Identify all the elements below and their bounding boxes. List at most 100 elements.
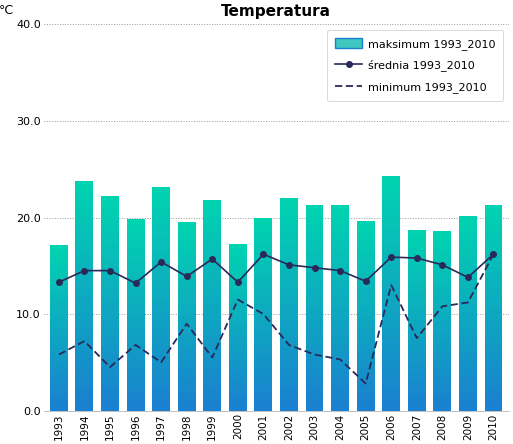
Bar <box>127 401 145 406</box>
Bar <box>203 263 221 269</box>
Bar <box>101 330 119 336</box>
Bar <box>357 278 374 283</box>
Bar <box>331 205 349 210</box>
Bar <box>433 379 451 384</box>
Bar <box>254 295 272 300</box>
Bar <box>485 220 502 226</box>
Bar <box>280 331 298 336</box>
Bar <box>485 375 502 380</box>
Bar <box>101 202 119 207</box>
Bar <box>485 251 502 256</box>
Bar <box>382 246 400 252</box>
Bar <box>127 219 145 224</box>
Bar <box>178 331 195 335</box>
Bar <box>433 267 451 271</box>
Bar <box>127 329 145 334</box>
Bar <box>203 379 221 384</box>
Bar <box>127 267 145 272</box>
Bar <box>357 330 374 335</box>
Bar <box>254 261 272 266</box>
Bar <box>485 364 502 369</box>
Bar <box>50 311 68 315</box>
Bar <box>101 228 119 234</box>
Bar <box>178 265 195 270</box>
Bar <box>101 223 119 228</box>
Bar <box>203 247 221 253</box>
Bar <box>203 348 221 353</box>
Bar <box>433 401 451 406</box>
Bar <box>280 241 298 246</box>
Bar <box>101 261 119 266</box>
Bar <box>485 359 502 364</box>
Bar <box>127 353 145 358</box>
Bar <box>50 328 68 332</box>
Bar <box>229 306 247 310</box>
Bar <box>382 364 400 369</box>
Bar <box>101 271 119 277</box>
Bar <box>382 281 400 287</box>
Bar <box>254 246 272 251</box>
Bar <box>127 406 145 411</box>
Bar <box>75 359 93 365</box>
Bar <box>50 261 68 266</box>
Bar <box>459 245 477 250</box>
Bar <box>254 353 272 357</box>
Bar <box>229 373 247 377</box>
Bar <box>127 243 145 248</box>
Bar <box>331 349 349 354</box>
Bar <box>459 323 477 328</box>
Bar <box>306 256 324 262</box>
Bar <box>75 227 93 233</box>
Bar <box>433 231 451 235</box>
Bar <box>331 231 349 236</box>
Bar <box>203 311 221 316</box>
Bar <box>178 340 195 345</box>
Bar <box>50 270 68 274</box>
Bar <box>408 280 426 284</box>
Bar <box>229 273 247 277</box>
Bar <box>433 370 451 375</box>
Bar <box>127 248 145 253</box>
Bar <box>101 234 119 239</box>
Bar <box>280 320 298 325</box>
Bar <box>280 395 298 400</box>
Bar <box>459 337 477 342</box>
Bar <box>75 393 93 399</box>
Bar <box>127 286 145 291</box>
Bar <box>382 317 400 323</box>
Bar <box>331 262 349 267</box>
Bar <box>357 245 374 250</box>
Bar <box>203 374 221 379</box>
Bar <box>229 310 247 314</box>
Bar <box>408 357 426 361</box>
Bar <box>280 273 298 278</box>
Bar <box>382 211 400 217</box>
Bar <box>229 385 247 390</box>
Bar <box>331 256 349 262</box>
Bar <box>408 293 426 298</box>
Bar <box>433 262 451 267</box>
Bar <box>75 284 93 290</box>
Bar <box>229 256 247 260</box>
Bar <box>203 321 221 326</box>
Bar <box>485 277 502 282</box>
Bar <box>101 384 119 389</box>
Bar <box>229 356 247 361</box>
Bar <box>203 221 221 226</box>
Bar <box>101 303 119 309</box>
Bar <box>382 293 400 299</box>
Bar <box>50 344 68 348</box>
Bar <box>50 286 68 290</box>
Bar <box>178 345 195 349</box>
Bar <box>101 218 119 223</box>
Bar <box>331 277 349 282</box>
Bar <box>50 377 68 381</box>
Bar <box>357 297 374 302</box>
Bar <box>101 207 119 212</box>
Bar <box>382 205 400 211</box>
Bar <box>459 396 477 401</box>
Bar <box>485 323 502 328</box>
Bar <box>433 254 451 258</box>
Bar <box>229 293 247 298</box>
Bar <box>280 251 298 257</box>
